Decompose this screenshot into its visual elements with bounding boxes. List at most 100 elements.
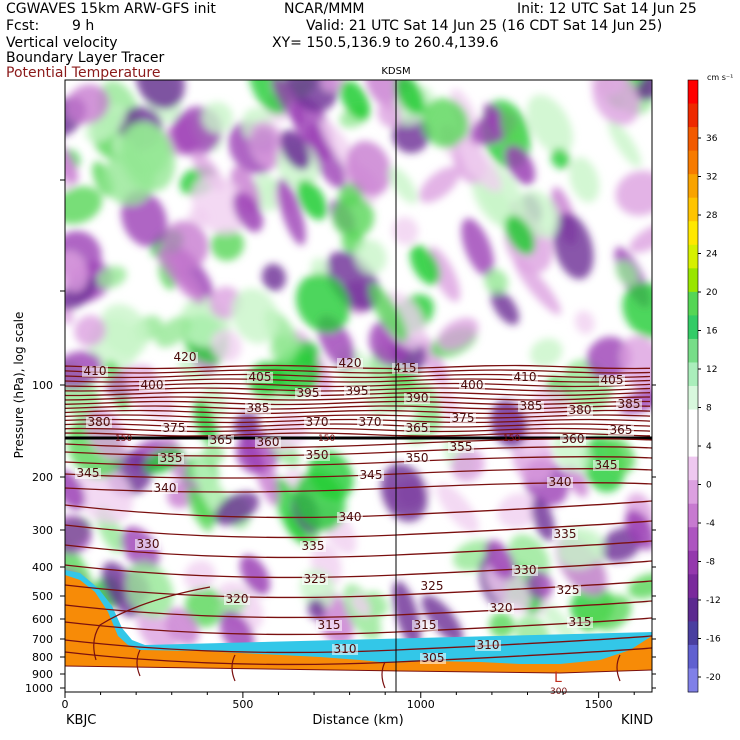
downdraft-cell (552, 213, 594, 280)
updraft-cell (622, 282, 652, 339)
y-tick-label: 400 (32, 561, 53, 574)
theta-label-bg (547, 477, 573, 488)
downdraft-cell (377, 101, 401, 128)
cross-section-endpoints: XY= 150.5,136.9 to 260.4,139.6 (272, 35, 499, 51)
downdraft-cell (380, 463, 428, 522)
downdraft-cell (76, 464, 133, 524)
x-tick-label: 0 (62, 698, 69, 711)
init-time: Init: 12 UTC Sat 14 Jun 25 (517, 1, 697, 17)
updraft-cell (65, 186, 103, 225)
theta-label-bg (344, 386, 370, 397)
forecast-label: Fcst: (6, 18, 40, 34)
updraft-cell (118, 121, 169, 178)
theta-contour (65, 423, 651, 428)
colorbar-swatch (688, 268, 698, 293)
theta-label: 330 (514, 563, 537, 577)
downdraft-cell (526, 570, 553, 600)
theta-label: 315 (318, 618, 341, 632)
downdraft-cell (65, 275, 97, 311)
org-label: NCAR/MMM (284, 1, 365, 17)
velocity-extreme (504, 215, 536, 255)
theta-label-bg (404, 423, 430, 434)
theta-label-bg (337, 512, 363, 523)
updraft-cell (125, 562, 174, 618)
downdraft-cell (586, 336, 632, 381)
downdraft-cell (461, 218, 495, 277)
updraft-cell (526, 94, 573, 155)
theta-label-bg (567, 405, 593, 416)
theta-label-bg (518, 401, 544, 412)
y-tick-label: 1000 (25, 682, 53, 695)
trop-label: 150 (115, 434, 132, 444)
low-marker: L (554, 670, 562, 686)
theta-label: 405 (249, 370, 272, 384)
theta-label-bg (475, 640, 501, 651)
downdraft-cell (135, 80, 185, 110)
colorbar-swatch (688, 409, 698, 434)
y-tick-label: 600 (32, 613, 53, 626)
downdraft-cell (191, 175, 248, 235)
colorbar-swatch (688, 456, 698, 481)
theta-label-bg (599, 375, 625, 386)
theta-label-bg (392, 363, 418, 374)
updraft-cell (569, 157, 600, 203)
updraft-cell (332, 195, 375, 239)
downdraft-cell (490, 289, 520, 325)
downdraft-cell (418, 166, 460, 203)
theta-label: 320 (226, 592, 249, 606)
theta-label: 325 (304, 572, 327, 586)
theta-contour (381, 661, 386, 689)
theta-contour (65, 373, 651, 379)
colorbar-tick-label: 4 (706, 442, 712, 452)
forecast-hours: 9 h (72, 18, 95, 34)
theta-label: 375 (163, 421, 186, 435)
colorbar-swatch (688, 433, 698, 458)
updraft-cell (193, 456, 224, 514)
updraft-cell (270, 335, 297, 364)
trop-label: 150 (503, 434, 520, 444)
theta-label-bg (552, 529, 578, 540)
theta-contour (65, 396, 651, 401)
theta-contour (616, 654, 621, 682)
colorbar-unit: cm s⁻¹ (707, 73, 733, 82)
colorbar-swatch (688, 527, 698, 552)
colorbar-swatch (688, 291, 698, 316)
colorbar-tick-label: 8 (706, 404, 712, 414)
theta-label-bg (161, 423, 187, 434)
theta-label-bg (404, 453, 430, 464)
colorbar-swatch (688, 197, 698, 222)
updraft-cell (85, 106, 127, 142)
velocity-extreme (394, 80, 426, 115)
station-label-end: KIND (621, 713, 653, 728)
theta-label: 360 (257, 435, 280, 449)
theta-contour (231, 654, 236, 682)
downdraft-cell (436, 483, 479, 533)
theta-label-bg (357, 417, 383, 428)
theta-label-bg (255, 437, 281, 448)
updraft-cell (489, 612, 515, 638)
theta-label: 345 (77, 466, 100, 480)
theta-label-bg (208, 435, 234, 446)
theta-label: 370 (306, 415, 329, 429)
theta-label: 305 (422, 651, 445, 665)
theta-label: 310 (477, 638, 500, 652)
velocity-extreme (504, 145, 536, 185)
downdraft-cell (391, 217, 419, 245)
x-tick-label: 1500 (585, 698, 613, 711)
theta-label: 355 (160, 451, 183, 465)
theta-label: 315 (414, 618, 437, 632)
updraft-cell (550, 148, 571, 169)
theta-label-bg (488, 603, 514, 614)
velocity-extreme (339, 80, 371, 120)
colorbar-swatch (688, 644, 698, 669)
theta-label-bg (304, 450, 330, 461)
updraft-cell (210, 228, 245, 261)
downdraft-cell (65, 134, 79, 184)
theta-label-bg (459, 380, 485, 391)
updraft-cell (615, 260, 639, 287)
colorbar-swatch (688, 386, 698, 411)
theta-label-bg (512, 565, 538, 576)
downdraft-cell (619, 335, 652, 394)
downdraft-cell (65, 84, 110, 125)
theta-contour (65, 369, 651, 374)
